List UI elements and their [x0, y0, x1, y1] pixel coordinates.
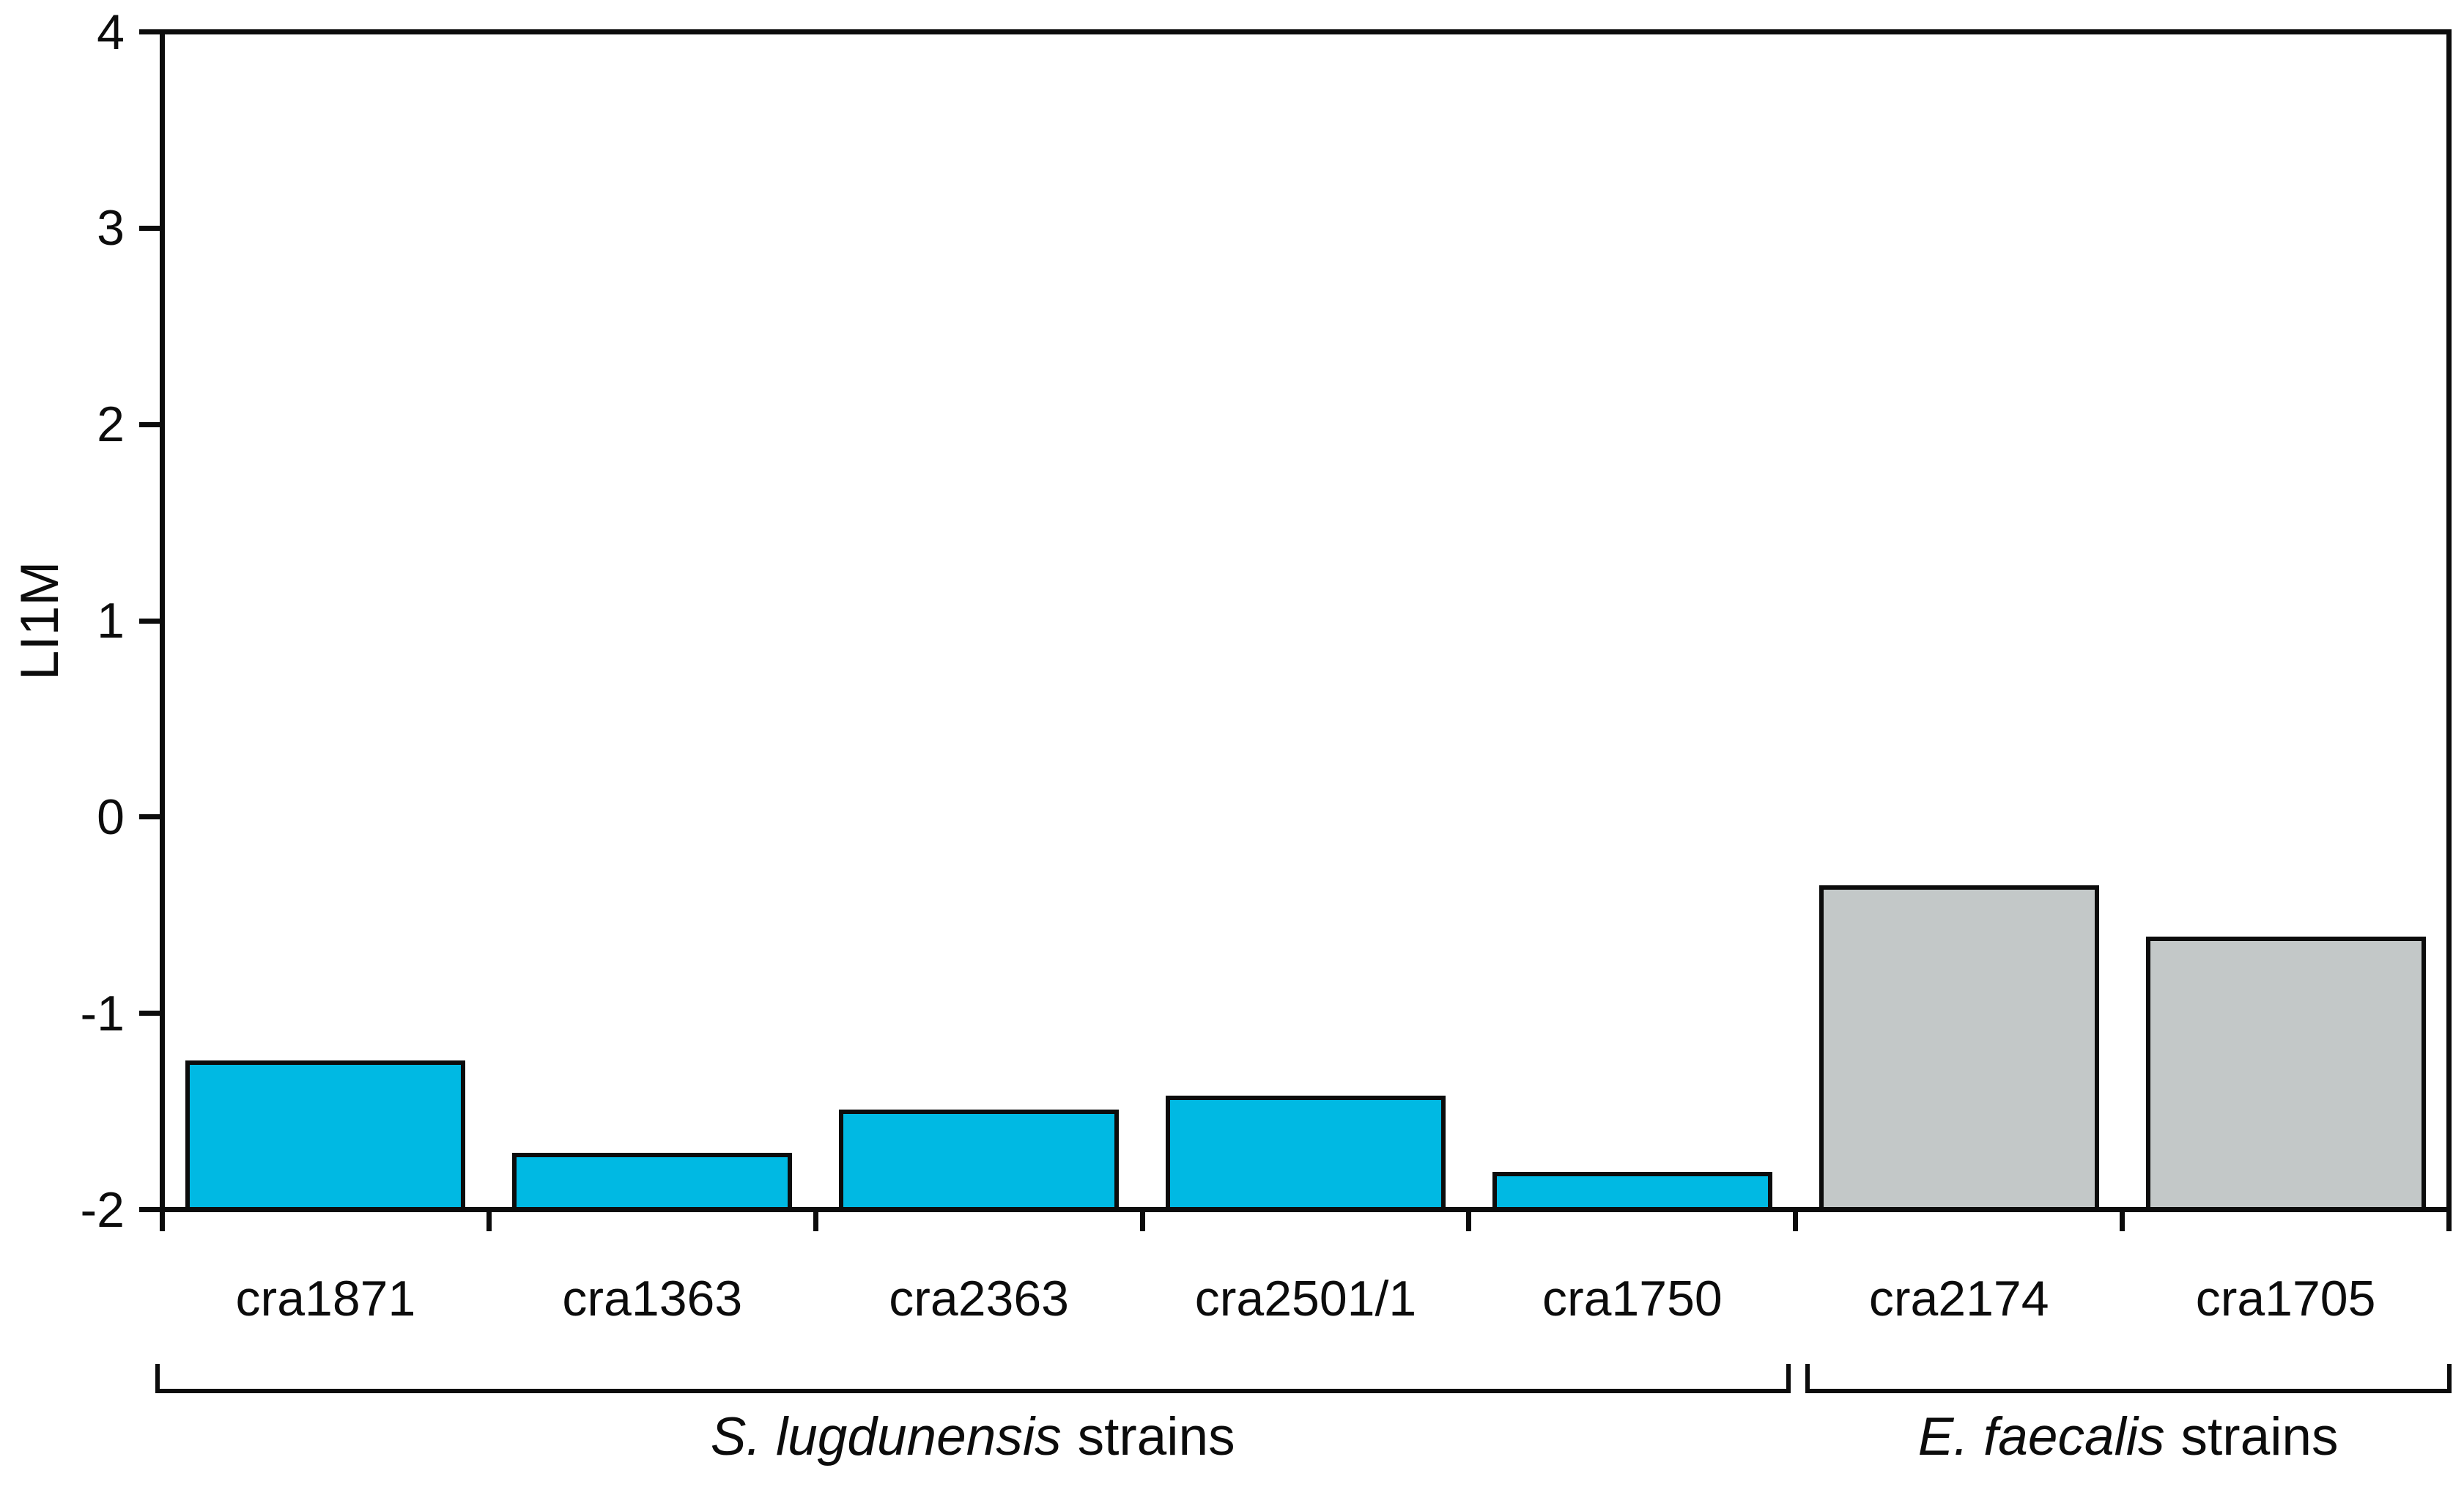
group-label: E. faecalis strains [1652, 1405, 2464, 1469]
y-tick [139, 29, 160, 34]
y-tick-label: 0 [97, 789, 125, 845]
group-label-strains: strains [1077, 1407, 1235, 1466]
y-tick [139, 1207, 160, 1212]
x-tick [486, 1212, 492, 1231]
group-bracket-end-left [1805, 1364, 1810, 1393]
plot-frame-left [160, 29, 165, 1212]
x-tick [2446, 1212, 2452, 1231]
y-tick-label: 1 [97, 593, 125, 649]
group-bracket-end-right [2446, 1364, 2452, 1393]
y-tick-label: 2 [97, 396, 125, 453]
group-bracket-line [155, 1389, 1791, 1393]
x-tick [813, 1212, 818, 1231]
y-tick [139, 618, 160, 624]
group-bracket-line [1805, 1389, 2452, 1393]
y-tick-label: -1 [80, 985, 125, 1041]
x-tick [160, 1212, 165, 1231]
bar-cra1705 [2145, 936, 2426, 1212]
bar-cra2363 [839, 1109, 1120, 1212]
plot-frame-right [2446, 29, 2452, 1212]
plot-frame-top [160, 29, 2452, 34]
x-tick [1793, 1212, 1799, 1231]
bar-cra2174 [1819, 885, 2099, 1212]
x-tick [2120, 1212, 2126, 1231]
group-label-species: S. lugdunensis [710, 1407, 1062, 1466]
y-tick-label: -2 [80, 1181, 125, 1238]
y-tick-label: 3 [97, 200, 125, 257]
category-label: cra1871 [235, 1271, 416, 1327]
group-label-species: E. faecalis [1917, 1407, 2165, 1466]
bar-cra1363 [512, 1152, 793, 1212]
category-label: cra1750 [1542, 1271, 1723, 1327]
group-label: S. lugdunensis strains [497, 1405, 1449, 1469]
group-bracket-end-left [155, 1364, 160, 1393]
category-label: cra1363 [562, 1271, 743, 1327]
bar-cra1750 [1492, 1172, 1772, 1212]
y-tick [139, 225, 160, 231]
category-label: cra1705 [2195, 1271, 2376, 1327]
category-label: cra2174 [1868, 1271, 2049, 1327]
category-label: cra2363 [889, 1271, 1070, 1327]
x-tick [1466, 1212, 1472, 1231]
y-tick [139, 421, 160, 427]
group-label-strains: strains [2180, 1407, 2339, 1466]
x-tick [1139, 1212, 1145, 1231]
y-tick-label: 4 [97, 4, 125, 60]
plot-frame-bottom [160, 1207, 2452, 1212]
bar-cra2501-1 [1166, 1095, 1446, 1212]
bar-cra1871 [185, 1060, 466, 1212]
y-tick [139, 1011, 160, 1016]
y-tick [139, 814, 160, 820]
group-bracket-end-right [1786, 1364, 1791, 1393]
category-label: cra2501/1 [1194, 1271, 1417, 1327]
